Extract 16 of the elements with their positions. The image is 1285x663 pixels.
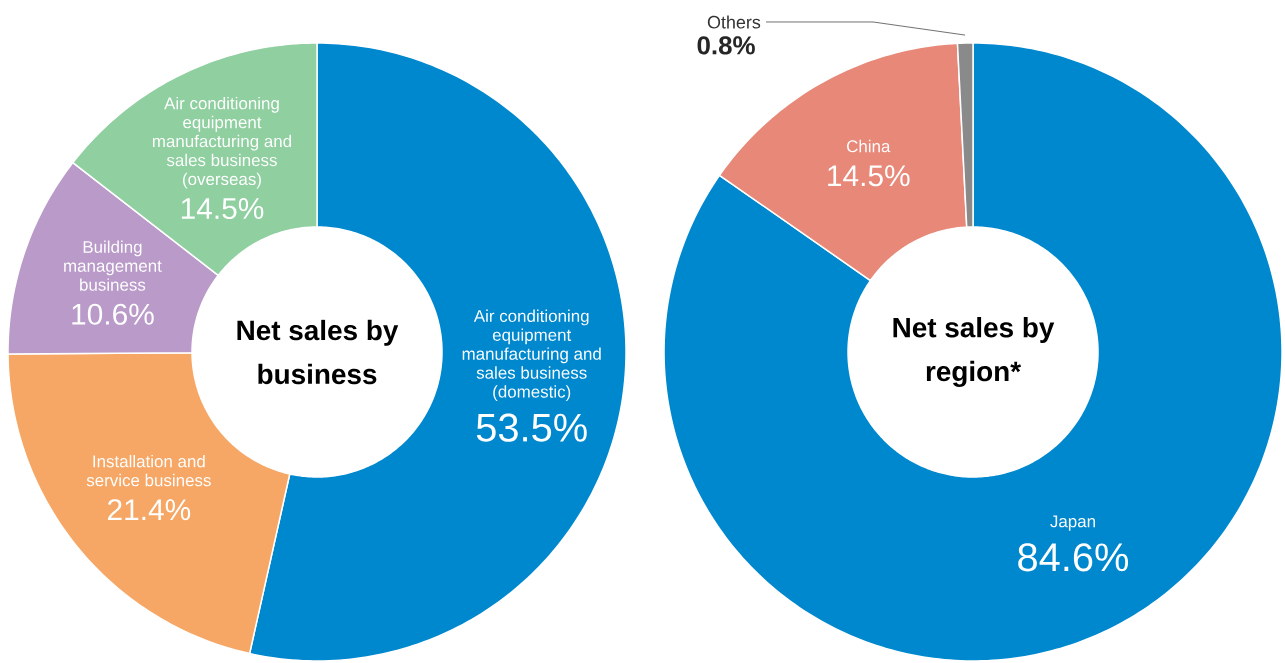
data-label: 14.5% [181, 198, 264, 220]
slice-label: Air conditioning equipment manufacturing and sales business (overseas) [152, 96, 291, 189]
slice-label: Building management business [64, 240, 162, 291]
data-label: 53.5% [476, 413, 587, 442]
slice-label: China [847, 139, 891, 153]
text: Net sales by business [237, 319, 399, 385]
slice-label: Air conditioning equipment manufacturing and sales business (domestic) [462, 309, 601, 402]
slice-label: Japan [1050, 515, 1095, 531]
data-label: 84.6% [1018, 543, 1129, 572]
text: Net sales by region* [893, 317, 1055, 387]
slice-label: Installation and service business [86, 454, 211, 487]
data-label: 21.4% [107, 499, 191, 521]
data-label: 10.6% [72, 303, 154, 325]
slice-label: Others [707, 15, 761, 29]
data-label: 14.5% [828, 165, 910, 187]
data-label: 0.8% [697, 36, 755, 55]
